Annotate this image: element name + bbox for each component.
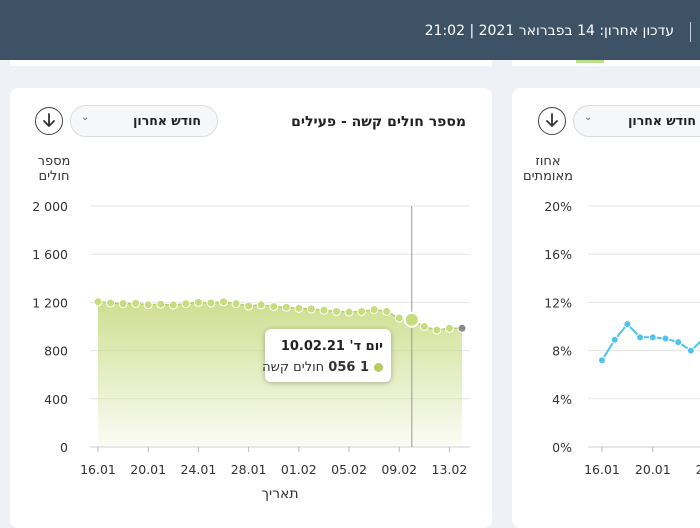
y-axis-label: מספר חולים (37, 154, 71, 184)
x-tick-label: 24 (696, 462, 700, 477)
chevron-down-icon: ⌄ (584, 112, 593, 123)
data-point[interactable] (281, 302, 291, 312)
last-update-text: עדכון אחרון: 14 בפברואר 2021 | 21:02 (425, 23, 674, 39)
data-point[interactable] (106, 298, 116, 308)
data-point[interactable] (403, 311, 420, 328)
data-point[interactable] (674, 338, 683, 347)
top-card-strip-right (512, 60, 700, 66)
data-point[interactable] (344, 307, 354, 317)
data-point[interactable] (686, 346, 695, 355)
y-tick-label: 2 000 (32, 199, 68, 214)
download-button[interactable] (35, 107, 63, 135)
tooltip-series-name: חולים קשה (262, 360, 325, 375)
data-point[interactable] (131, 298, 141, 308)
y-tick-label: 0% (552, 440, 572, 455)
y-tick-label: 800 (44, 344, 68, 359)
top-header-bar: עדכון אחרון: 14 בפברואר 2021 | 21:02 (0, 0, 700, 60)
data-point[interactable] (231, 299, 241, 309)
tooltip-date: יום ד' 10.02.21 (280, 339, 383, 354)
data-point[interactable] (444, 323, 454, 333)
data-point[interactable] (256, 300, 266, 310)
period-dropdown[interactable]: חודש אחרון ⌄ (70, 105, 218, 137)
data-point[interactable] (394, 313, 404, 323)
y-tick-label: 1 200 (32, 295, 68, 310)
severe-patients-chart[interactable]: 0 400 800 1 200 1 600 2 000 16.01 20.01 24.01 28… (10, 88, 492, 528)
x-tick-label: 16.01 (584, 462, 620, 477)
x-tick-label: 24.01 (181, 462, 217, 477)
data-point[interactable] (181, 299, 191, 309)
header-divider (690, 22, 691, 42)
series-dot-icon (374, 363, 383, 372)
y-tick-label: 4% (552, 392, 572, 407)
y-tick-label: 0 (60, 440, 68, 455)
download-icon (546, 113, 558, 127)
card-title: מספר חולים קשה - פעילים (291, 114, 466, 130)
y-axis-label-right: אחוז מאומתים (523, 154, 573, 184)
data-point[interactable] (357, 306, 367, 316)
y-tick-label: 8% (552, 344, 572, 359)
y-tick-label: 12% (544, 295, 572, 310)
data-point[interactable] (294, 303, 304, 313)
data-point[interactable] (168, 300, 178, 310)
y-tick-label: 16% (544, 247, 572, 262)
tooltip-row: 1 056 חולים קשה (262, 360, 383, 375)
last-update-label: עדכון אחרון: (599, 23, 674, 39)
y-tick-label: 20% (544, 199, 572, 214)
chevron-down-icon: ⌄ (81, 112, 90, 123)
data-point[interactable] (156, 299, 166, 309)
download-button-right[interactable] (538, 107, 566, 135)
data-point[interactable] (661, 334, 670, 343)
last-update-time: 21:02 (424, 23, 465, 39)
data-point[interactable] (419, 322, 429, 331)
data-point[interactable] (93, 297, 103, 307)
data-point[interactable] (369, 305, 379, 315)
last-update-separator: | (469, 23, 475, 39)
data-point[interactable] (206, 298, 216, 308)
data-point[interactable] (319, 305, 329, 315)
green-accent-mark (576, 60, 604, 63)
top-card-strip-left (10, 60, 492, 66)
data-point[interactable] (306, 304, 316, 314)
x-tick-label: 20.01 (130, 462, 166, 477)
y-tick-label: 400 (44, 392, 68, 407)
last-update-date: 14 בפברואר 2021 (478, 23, 595, 39)
x-tick-label: 16.01 (80, 462, 116, 477)
data-point[interactable] (432, 325, 442, 335)
data-point[interactable] (118, 299, 128, 309)
data-point[interactable] (636, 333, 645, 342)
x-tick-label: 09.02 (381, 462, 417, 477)
period-dropdown-right[interactable]: חודש אחרון ⌄ (573, 105, 700, 137)
positive-rate-card: חודש אחרון ⌄ אחוז מאומתים 0% 4% 8% 12% 16% 20… (512, 88, 700, 528)
y-tick-label: 1 600 (32, 247, 68, 262)
data-point[interactable] (244, 301, 254, 311)
x-tick-label: 13.02 (432, 462, 468, 477)
data-point[interactable] (143, 300, 153, 310)
data-point[interactable] (610, 335, 619, 344)
tooltip-value: 1 056 (328, 360, 369, 375)
data-point[interactable] (193, 297, 203, 307)
data-point[interactable] (331, 306, 341, 316)
data-point[interactable] (219, 297, 229, 307)
x-tick-label: 28.01 (231, 462, 267, 477)
data-point[interactable] (269, 302, 279, 312)
data-point[interactable] (382, 306, 392, 316)
x-tick-label: 05.02 (331, 462, 367, 477)
data-point[interactable] (457, 323, 467, 333)
x-axis-label: תאריך (261, 486, 298, 502)
chart-tooltip: יום ד' 10.02.21 1 056 חולים קשה (262, 329, 391, 382)
data-point[interactable] (598, 356, 606, 365)
data-point[interactable] (623, 320, 632, 329)
data-point[interactable] (648, 333, 657, 342)
period-dropdown-label-right: חודש אחרון (628, 113, 696, 128)
period-dropdown-label: חודש אחרון (133, 113, 201, 128)
positive-rate-chart[interactable]: 0% 4% 8% 12% 16% 20% 16.01 20.01 24 (512, 88, 700, 528)
download-icon (43, 113, 55, 127)
x-tick-label: 20.01 (635, 462, 671, 477)
x-tick-label: 01.02 (281, 462, 317, 477)
severe-patients-card: מספר חולים קשה - פעילים חודש אחרון ⌄ מספ… (10, 88, 492, 528)
